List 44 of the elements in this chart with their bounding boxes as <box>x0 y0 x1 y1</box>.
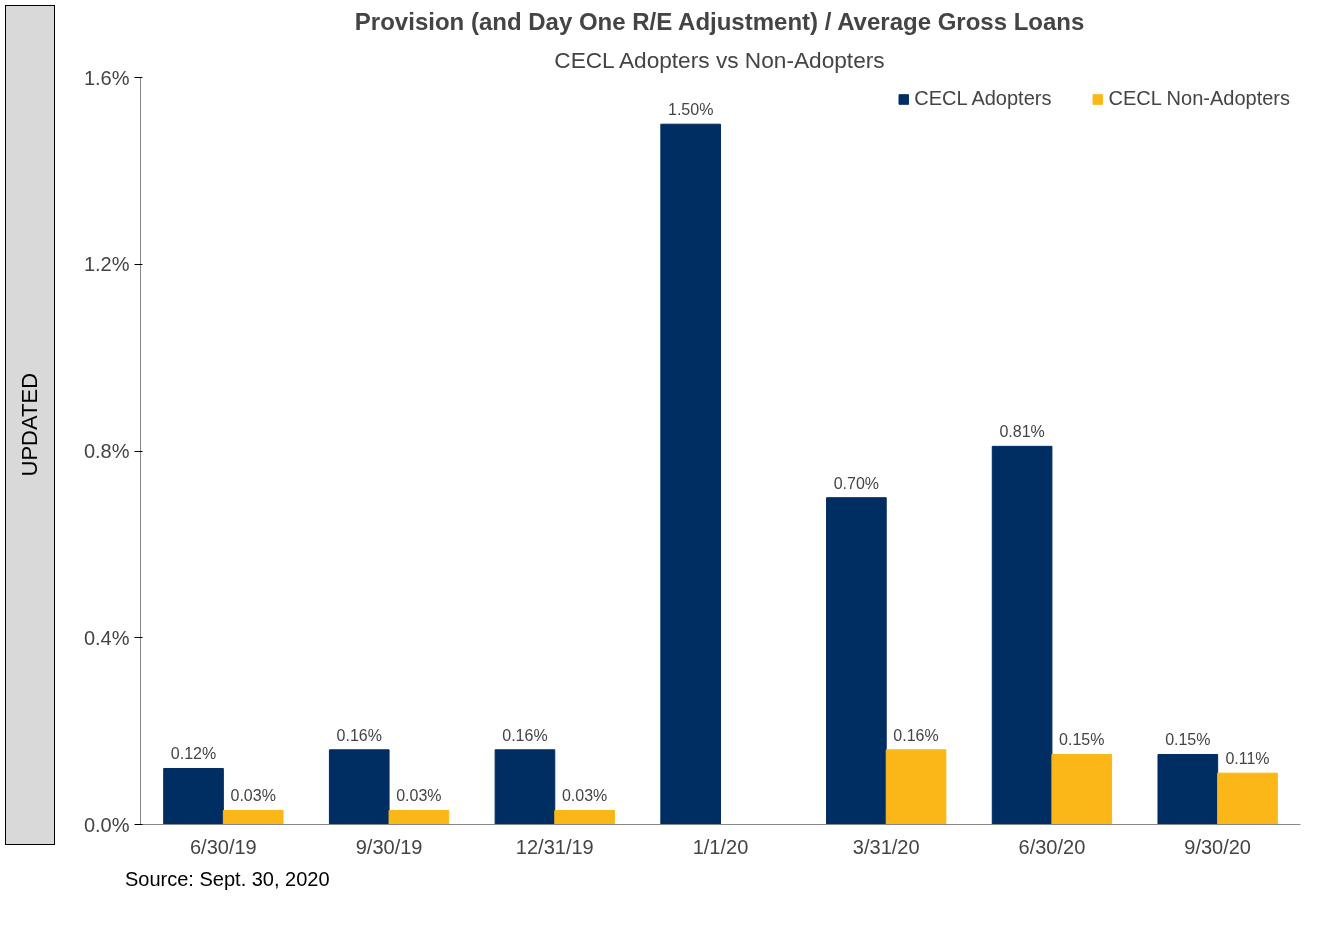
x-tick-label: 9/30/19 <box>355 835 423 858</box>
chart-title: Provision (and Day One R/E Adjustment) / Average Gross Loans <box>354 7 1085 35</box>
data-label: 0.15% <box>1165 731 1211 749</box>
text: UPDATED <box>16 373 44 477</box>
bar <box>885 749 947 825</box>
data-label: 0.70% <box>833 474 880 492</box>
data-label: 0.15% <box>1059 731 1105 749</box>
bar <box>1051 753 1113 825</box>
x-tick-label: 9/30/20 <box>1184 835 1252 858</box>
y-tick-label: 0.4% <box>83 626 130 649</box>
data-label: 0.03% <box>230 787 276 805</box>
y-tick-label: 1.2% <box>83 253 130 276</box>
bar <box>660 123 721 825</box>
y-tick-label: 1.6% <box>83 66 130 89</box>
bar <box>1157 753 1219 825</box>
bar <box>494 749 556 825</box>
data-label: 0.11% <box>1225 750 1270 768</box>
source-note: Source: Sept. 30, 2020 <box>124 867 330 892</box>
x-tick-label: 1/1/20 <box>692 835 749 858</box>
bar <box>991 445 1053 825</box>
legend-label: CECL Adopters <box>914 87 1052 110</box>
data-label: 0.12% <box>170 745 217 763</box>
y-tick-label: 0.0% <box>83 813 130 836</box>
y-tick-label: 0.8% <box>83 440 130 462</box>
bar <box>1217 772 1278 825</box>
data-label: 1.50% <box>667 101 714 119</box>
legend-label: CECL Non-Adopters <box>1108 87 1290 110</box>
x-tick-label: 6/30/20 <box>1018 835 1086 858</box>
bar <box>826 497 887 825</box>
data-label: 0.03% <box>396 787 442 805</box>
x-tick-label: 6/30/19 <box>189 835 257 858</box>
bar <box>163 767 224 825</box>
bar <box>222 809 284 825</box>
x-tick-label: 12/31/19 <box>515 835 594 858</box>
data-label: 0.16% <box>502 726 548 744</box>
x-tick-label: 3/31/20 <box>852 835 920 858</box>
bar <box>328 749 390 825</box>
data-label: 0.16% <box>336 726 382 744</box>
data-label: 0.03% <box>561 787 608 805</box>
chart-subtitle: CECL Adopters vs Non-Adopters <box>554 46 885 73</box>
bar <box>554 809 615 825</box>
bar <box>388 809 450 825</box>
data-label: 0.81% <box>999 423 1045 441</box>
data-label: 0.16% <box>893 726 939 744</box>
